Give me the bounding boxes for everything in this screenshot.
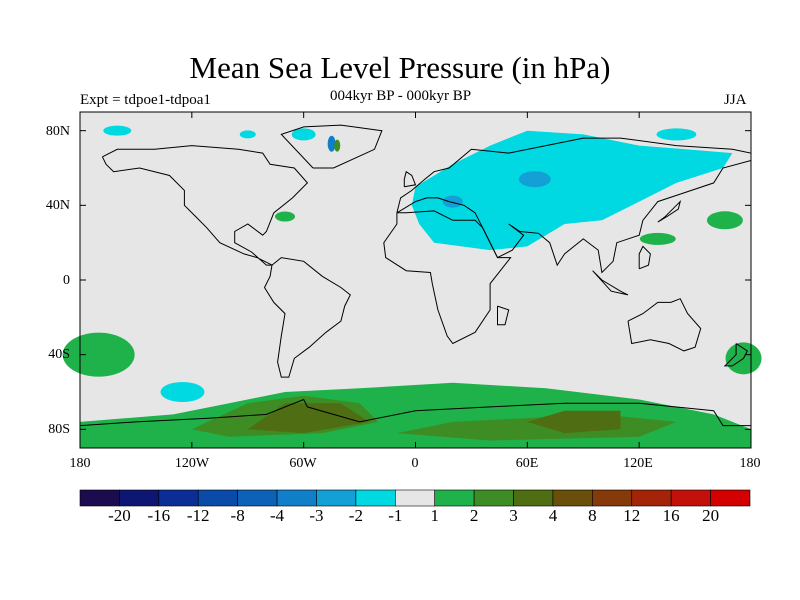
colorbar-label-4: -4 — [269, 506, 285, 525]
colorbar-box-14 — [631, 489, 672, 507]
lat-label-0: 0 — [63, 273, 70, 288]
colorbar-label-8: 1 — [430, 506, 439, 525]
colorbar-label-2: -12 — [186, 506, 210, 525]
lon-label-60e: 60E — [515, 456, 539, 471]
colorbar-box-0 — [79, 489, 120, 507]
plot-title: Mean Sea Level Pressure (in hPa) — [189, 50, 611, 85]
colorbar-box-8 — [394, 489, 436, 507]
colorbar-label-3: -8 — [230, 506, 245, 525]
lat-label-40n: 40N — [45, 198, 70, 213]
anomaly-north-pacific — [706, 211, 743, 230]
colorbar-label-5: -3 — [309, 506, 324, 525]
coastline-5 — [280, 124, 383, 169]
coastline-8 — [657, 200, 682, 223]
coastline-3 — [396, 137, 752, 274]
lat-label-80s: 80S — [48, 422, 70, 437]
colorbar-label-0: -20 — [108, 506, 131, 525]
colorbar-label-11: 4 — [548, 506, 558, 525]
colorbar-box-7 — [355, 489, 396, 507]
coastline-12 — [497, 305, 510, 326]
anomaly-south-pacific-low — [160, 382, 205, 402]
lon-label-60w: 60W — [289, 456, 317, 471]
coastline-11 — [592, 270, 629, 296]
experiment-label: Expt = tdpoe1-tdpoa1 — [80, 92, 211, 108]
anomaly-canadian-arctic — [239, 130, 256, 139]
anomaly-arctic-alaska — [103, 125, 132, 136]
colorbar-box-1 — [119, 489, 160, 507]
colorbar-box-12 — [552, 489, 593, 507]
colorbar-box-10 — [473, 489, 514, 507]
lon-label-0: 0 — [411, 456, 419, 471]
colorbar-box-2 — [158, 489, 199, 507]
colorbar-box-16 — [710, 489, 751, 507]
anomaly-eurasia-low — [411, 130, 733, 251]
anomaly-central-asia-core — [518, 171, 551, 188]
colorbar-box-5 — [276, 489, 317, 507]
lon-label-180e: 180 — [739, 456, 761, 471]
lon-label-120w: 120W — [174, 456, 210, 471]
coastline-10 — [638, 245, 651, 270]
coastline-9 — [403, 170, 417, 188]
colorbar-label-10: 3 — [509, 506, 518, 525]
lon-label-180w: 180 — [69, 456, 91, 471]
colorbar-label-14: 16 — [662, 506, 680, 525]
colorbar-label-15: 20 — [702, 506, 720, 525]
coastline-0 — [101, 145, 309, 266]
colorbar-label-7: -1 — [388, 506, 403, 525]
coastline-2 — [383, 210, 512, 345]
season-label: JJA — [724, 92, 747, 108]
anomaly-antarctic-core-west-dark — [247, 403, 369, 434]
colorbar — [79, 489, 751, 507]
anomaly-greenland-high — [334, 139, 341, 152]
colorbar-box-13 — [592, 489, 633, 507]
anomaly-south-pacific-west — [62, 332, 135, 377]
anomaly-mediterranean-core — [442, 195, 463, 208]
coastline-4 — [627, 298, 702, 352]
coastline-6 — [79, 398, 751, 427]
colorbar-label-9: 2 — [469, 506, 479, 525]
colorbar-label-6: -2 — [348, 506, 363, 525]
colorbar-box-11 — [513, 489, 554, 507]
colorbar-label-13: 12 — [623, 506, 641, 525]
colorbar-label-1: -16 — [147, 506, 171, 525]
colorbar-box-6 — [316, 489, 357, 507]
anomaly-west-pacific — [639, 232, 676, 245]
anomaly-greenland-core — [327, 135, 336, 152]
anomaly-west-atlantic — [275, 211, 296, 222]
lat-label-40s: 40S — [48, 347, 70, 362]
coastline-1 — [263, 257, 351, 378]
anomaly-antarctic-core-east-dark — [527, 410, 621, 434]
coastline-7 — [723, 343, 748, 367]
colorbar-box-3 — [197, 489, 238, 507]
lon-label-120e: 120E — [623, 456, 653, 471]
period-label: 004kyr BP - 000kyr BP — [330, 88, 472, 104]
anomaly-arctic-siberia — [656, 128, 697, 141]
map-panel — [62, 111, 762, 449]
lat-label-80n: 80N — [45, 124, 70, 139]
colorbar-box-9 — [434, 489, 475, 507]
anomaly-greenland-low — [291, 128, 316, 141]
colorbar-box-4 — [237, 489, 278, 507]
colorbar-box-15 — [670, 489, 711, 507]
colorbar-label-12: 8 — [588, 506, 597, 525]
